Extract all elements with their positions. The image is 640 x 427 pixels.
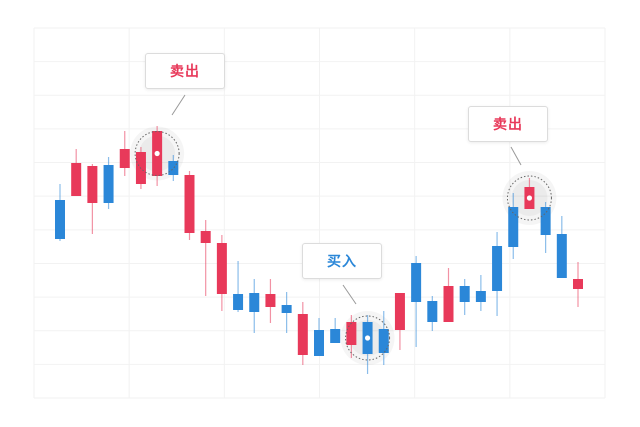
candle-body: [378, 329, 389, 353]
candle-body: [184, 175, 195, 233]
sell-label: 卖出: [145, 53, 225, 89]
candle-body: [71, 163, 82, 196]
candle-body: [119, 149, 130, 168]
callout-line: [342, 284, 357, 305]
candle-body: [411, 263, 422, 302]
callout-line: [171, 94, 186, 116]
sell-marker-dot: [526, 195, 533, 201]
candle-body: [200, 231, 211, 243]
candle-body: [346, 322, 357, 345]
candle-body: [55, 200, 65, 239]
candle-body: [281, 305, 292, 313]
candle-body: [314, 330, 324, 356]
candle-body: [216, 243, 227, 294]
candle-body: [427, 301, 438, 322]
candle-body: [492, 246, 503, 291]
candle-body: [249, 293, 260, 312]
buy-marker-dot: [364, 335, 371, 341]
candle-body: [556, 234, 567, 278]
candle-body: [87, 166, 98, 203]
candle-body: [103, 165, 114, 203]
sell-label: 卖出: [468, 106, 548, 142]
candle-body: [508, 207, 519, 247]
sell-marker-dot: [154, 150, 160, 157]
sell-marker-ring: [134, 131, 180, 176]
candle-body: [443, 286, 454, 322]
candle-body: [233, 294, 244, 310]
markers: [134, 94, 552, 361]
candle-body: [475, 291, 486, 302]
buy-marker-ring: [345, 315, 391, 361]
buy-label: 买入: [302, 243, 382, 279]
candle-body: [168, 161, 179, 175]
candle-body: [540, 207, 551, 235]
candle-body: [573, 279, 583, 289]
candle-body: [265, 294, 276, 307]
sell-marker-ring: [506, 175, 552, 221]
candles: [55, 126, 583, 374]
candle-body: [330, 329, 341, 343]
callout-line: [510, 146, 522, 166]
candle-body: [297, 314, 308, 355]
candle-body: [394, 293, 405, 330]
candle-body: [459, 286, 470, 302]
